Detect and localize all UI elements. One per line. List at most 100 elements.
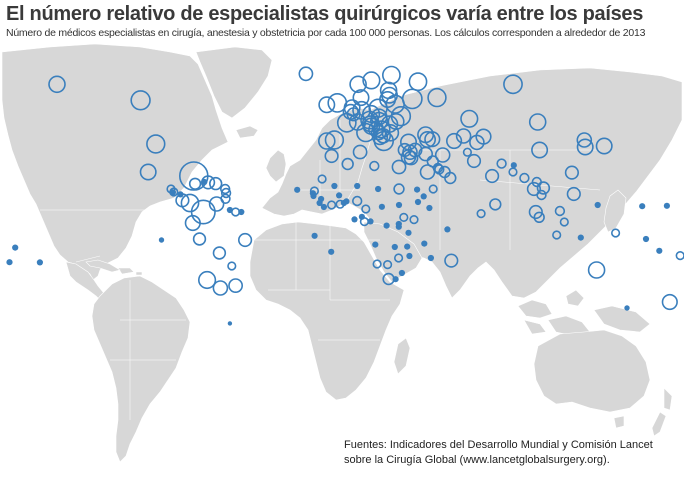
country-marker-1 bbox=[48, 75, 66, 94]
source-note: Fuentes: Indicadores del Desarrollo Mund… bbox=[344, 438, 664, 468]
country-marker-150 bbox=[336, 192, 343, 199]
country-marker-84 bbox=[446, 132, 463, 150]
country-marker-99 bbox=[485, 168, 500, 184]
country-marker-191 bbox=[158, 237, 165, 243]
greenland-landmass bbox=[195, 46, 273, 119]
country-marker-91 bbox=[426, 155, 439, 168]
caribbean-landmass bbox=[85, 259, 143, 276]
country-marker-61 bbox=[503, 74, 523, 95]
africa-landmass bbox=[249, 221, 405, 401]
country-marker-90 bbox=[419, 164, 436, 180]
country-marker-137 bbox=[352, 144, 368, 160]
country-marker-167 bbox=[383, 222, 390, 229]
country-marker-107 bbox=[576, 132, 593, 148]
country-marker-182 bbox=[392, 276, 399, 283]
country-marker-173 bbox=[372, 241, 379, 248]
country-marker-25 bbox=[192, 232, 207, 246]
country-marker-118 bbox=[533, 211, 545, 224]
country-marker-124 bbox=[594, 201, 601, 209]
country-marker-135 bbox=[324, 148, 339, 164]
country-marker-132 bbox=[12, 244, 19, 251]
country-marker-45 bbox=[336, 112, 357, 133]
country-marker-17 bbox=[220, 187, 232, 199]
country-marker-172 bbox=[405, 229, 412, 236]
country-marker-89 bbox=[418, 146, 433, 162]
south-america-landmass bbox=[91, 275, 191, 463]
country-marker-121 bbox=[552, 230, 562, 240]
country-marker-73 bbox=[317, 132, 336, 150]
country-marker-23 bbox=[238, 208, 245, 216]
country-marker-154 bbox=[354, 182, 361, 190]
country-marker-14 bbox=[201, 175, 216, 190]
country-marker-166 bbox=[367, 218, 374, 225]
country-marker-60 bbox=[427, 87, 447, 108]
country-marker-2 bbox=[130, 90, 151, 111]
country-marker-32 bbox=[227, 321, 233, 326]
country-marker-96 bbox=[428, 184, 438, 194]
british-isles-landmass bbox=[265, 149, 287, 183]
country-marker-190 bbox=[311, 232, 318, 239]
country-marker-72 bbox=[324, 130, 345, 150]
country-marker-147 bbox=[320, 203, 327, 211]
country-marker-83 bbox=[460, 109, 479, 128]
map-title: El número relativo de especialistas quir… bbox=[6, 3, 644, 25]
country-marker-106 bbox=[531, 141, 549, 159]
country-marker-134 bbox=[36, 259, 44, 266]
country-marker-70 bbox=[373, 130, 394, 152]
country-marker-47 bbox=[352, 89, 370, 107]
country-borders bbox=[40, 120, 601, 420]
country-marker-156 bbox=[361, 204, 371, 214]
country-marker-108 bbox=[576, 138, 594, 156]
country-marker-188 bbox=[351, 216, 358, 223]
country-marker-153 bbox=[343, 198, 350, 205]
country-marker-95 bbox=[444, 171, 457, 185]
country-marker-111 bbox=[519, 172, 530, 184]
country-marker-189 bbox=[328, 248, 335, 255]
country-marker-159 bbox=[395, 201, 403, 209]
country-marker-162 bbox=[420, 193, 427, 200]
country-marker-141 bbox=[317, 174, 327, 184]
country-marker-34 bbox=[349, 75, 367, 94]
country-marker-140 bbox=[393, 183, 405, 195]
country-marker-28 bbox=[227, 261, 237, 271]
country-marker-109 bbox=[595, 137, 613, 155]
country-marker-7 bbox=[169, 189, 176, 196]
country-marker-102 bbox=[508, 167, 518, 177]
southeast-asia-islands-landmass bbox=[517, 289, 651, 337]
country-marker-16 bbox=[220, 183, 231, 195]
country-marker-139 bbox=[391, 159, 407, 175]
country-marker-88 bbox=[434, 147, 451, 163]
country-marker-57 bbox=[390, 105, 412, 127]
country-marker-100 bbox=[496, 158, 507, 169]
country-marker-59 bbox=[408, 72, 428, 92]
country-marker-144 bbox=[310, 192, 317, 200]
new-zealand-landmass bbox=[651, 387, 673, 437]
country-marker-10 bbox=[180, 193, 200, 213]
country-marker-119 bbox=[554, 205, 566, 217]
country-marker-19 bbox=[208, 196, 225, 212]
country-marker-4 bbox=[139, 163, 157, 181]
country-marker-168 bbox=[399, 212, 409, 222]
country-marker-157 bbox=[375, 185, 382, 193]
country-marker-175 bbox=[404, 243, 411, 250]
country-marker-184 bbox=[444, 253, 459, 268]
country-marker-186 bbox=[421, 240, 428, 247]
australia-landmass bbox=[533, 329, 651, 413]
country-marker-112 bbox=[526, 181, 542, 197]
country-marker-133 bbox=[6, 259, 13, 266]
country-marker-126 bbox=[663, 202, 671, 209]
country-marker-181 bbox=[398, 269, 405, 277]
country-marker-31 bbox=[228, 278, 243, 293]
madagascar-landmass bbox=[393, 337, 411, 375]
country-marker-27 bbox=[212, 246, 227, 260]
country-marker-163 bbox=[426, 204, 433, 212]
country-marker-138 bbox=[369, 160, 380, 172]
country-marker-18 bbox=[220, 193, 231, 205]
country-marker-136 bbox=[341, 157, 354, 171]
country-marker-3 bbox=[146, 134, 166, 154]
map-subtitle: Número de médicos especialistas en cirug… bbox=[6, 27, 646, 39]
country-marker-178 bbox=[372, 259, 382, 269]
country-marker-35 bbox=[362, 71, 381, 90]
country-marker-98 bbox=[466, 153, 482, 169]
